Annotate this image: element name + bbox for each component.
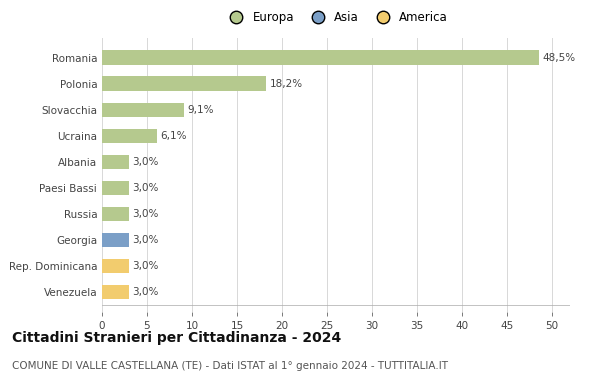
Bar xyxy=(102,285,129,299)
Text: 6,1%: 6,1% xyxy=(161,131,187,141)
Text: 3,0%: 3,0% xyxy=(133,209,159,219)
Text: 3,0%: 3,0% xyxy=(133,183,159,193)
Text: COMUNE DI VALLE CASTELLANA (TE) - Dati ISTAT al 1° gennaio 2024 - TUTTITALIA.IT: COMUNE DI VALLE CASTELLANA (TE) - Dati I… xyxy=(12,361,448,371)
Text: 48,5%: 48,5% xyxy=(542,52,575,63)
Legend: Europa, Asia, America: Europa, Asia, America xyxy=(222,9,450,27)
Text: 3,0%: 3,0% xyxy=(133,157,159,167)
Text: 3,0%: 3,0% xyxy=(133,287,159,297)
Bar xyxy=(102,51,539,65)
Bar xyxy=(102,76,266,91)
Bar xyxy=(102,180,129,195)
Text: 3,0%: 3,0% xyxy=(133,235,159,245)
Text: 3,0%: 3,0% xyxy=(133,261,159,271)
Bar xyxy=(102,207,129,221)
Text: 18,2%: 18,2% xyxy=(269,79,302,89)
Bar xyxy=(102,259,129,273)
Bar xyxy=(102,128,157,143)
Text: 9,1%: 9,1% xyxy=(187,105,214,115)
Text: Cittadini Stranieri per Cittadinanza - 2024: Cittadini Stranieri per Cittadinanza - 2… xyxy=(12,331,341,345)
Bar xyxy=(102,233,129,247)
Bar xyxy=(102,155,129,169)
Bar xyxy=(102,103,184,117)
